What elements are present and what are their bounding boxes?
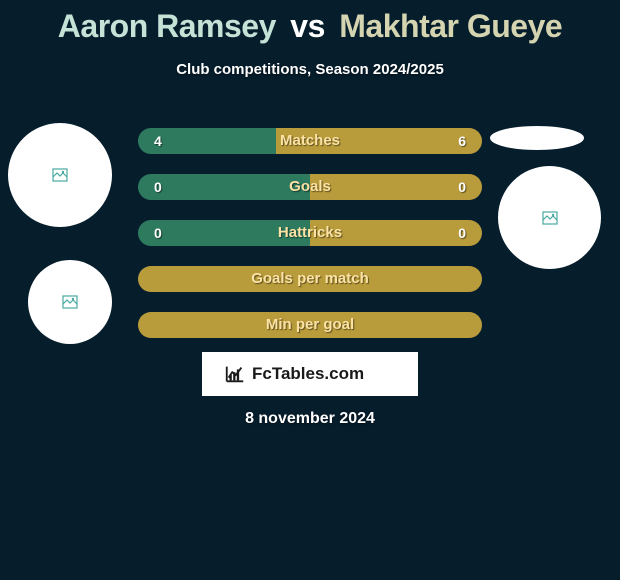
comparison-title: Aaron Ramsey vs Makhtar Gueye <box>0 0 620 45</box>
player2-name: Makhtar Gueye <box>339 8 562 44</box>
stat-label: Min per goal <box>138 312 482 338</box>
stat-label: Matches <box>138 128 482 154</box>
date-text: 8 november 2024 <box>0 410 620 428</box>
content-area: Matches46Goals00Hattricks00Goals per mat… <box>0 118 620 358</box>
watermark-text: FcTables.com <box>252 364 364 384</box>
watermark: FcTables.com <box>202 352 418 396</box>
player1-avatar <box>8 123 112 227</box>
stat-value-right: 6 <box>458 128 466 154</box>
subtitle: Club competitions, Season 2024/2025 <box>0 61 620 78</box>
stat-value-right: 0 <box>458 220 466 246</box>
stat-value-right: 0 <box>458 174 466 200</box>
stat-row: Matches4 6 <box>138 128 482 154</box>
stat-row: Goals0 0 <box>138 174 482 200</box>
stat-value-left: 0 <box>154 220 162 246</box>
player1-club-avatar <box>28 260 112 344</box>
stat-value-left: 4 <box>154 128 162 154</box>
stat-row: Hattricks0 0 <box>138 220 482 246</box>
broken-image-icon <box>542 210 558 226</box>
stat-row: Min per goal <box>138 312 482 338</box>
broken-image-icon <box>52 167 68 183</box>
vs-text: vs <box>290 8 325 44</box>
player2-club-badge <box>490 126 584 150</box>
stat-value-left: 0 <box>154 174 162 200</box>
stat-label: Hattricks <box>138 220 482 246</box>
player2-avatar <box>498 166 601 269</box>
stat-label: Goals per match <box>138 266 482 292</box>
player1-name: Aaron Ramsey <box>58 8 276 44</box>
chart-icon <box>224 363 246 385</box>
stat-label: Goals <box>138 174 482 200</box>
stat-row: Goals per match <box>138 266 482 292</box>
stat-bars: Matches46Goals00Hattricks00Goals per mat… <box>138 128 482 358</box>
broken-image-icon <box>62 294 78 310</box>
